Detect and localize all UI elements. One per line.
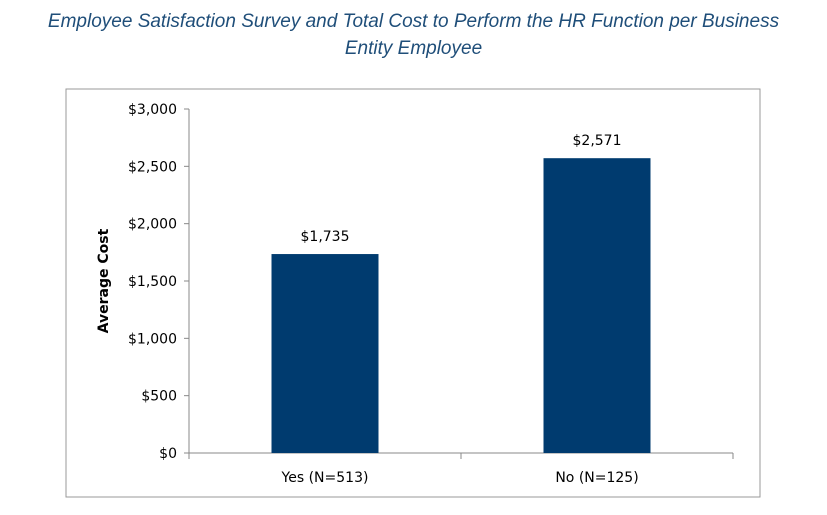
y-tick-label: $1,500 — [128, 274, 177, 290]
chart-title-line-1: Employee Satisfaction Survey and Total C… — [47, 11, 780, 32]
chart-title: Employee Satisfaction Survey and Total C… — [0, 8, 827, 62]
bar — [543, 158, 651, 453]
y-axis-label: Average Cost — [96, 228, 112, 333]
bar-data-label: $2,571 — [573, 133, 622, 149]
y-tick-label: $3,000 — [128, 102, 177, 118]
x-category-label: No (N=125) — [555, 470, 638, 486]
bar — [271, 254, 379, 453]
y-tick-label: $500 — [141, 389, 177, 405]
chart-title-line-2: Entity Employee — [344, 38, 483, 59]
chart-frame — [65, 88, 761, 498]
y-tick-label: $2,000 — [128, 217, 177, 233]
y-tick-label: $2,500 — [128, 159, 177, 175]
y-tick-label: $1,000 — [128, 331, 177, 347]
bar-data-label: $1,735 — [301, 229, 350, 245]
x-category-label: Yes (N=513) — [281, 470, 369, 486]
y-tick-label: $0 — [159, 446, 177, 462]
